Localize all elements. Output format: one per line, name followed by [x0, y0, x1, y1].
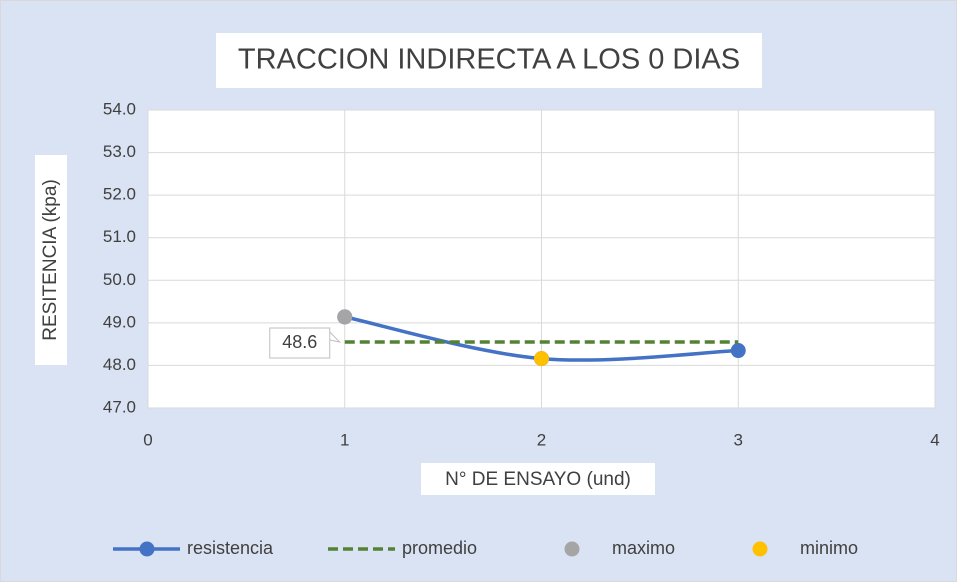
title-box — [216, 33, 762, 88]
y-axis-label: RESITENCIA (kpa) — [40, 179, 61, 341]
label-callout — [329, 331, 342, 343]
marks: 48.6 — [269, 309, 746, 367]
y-tick-label: 51.0 — [103, 227, 136, 246]
legend-label: minimo — [800, 538, 858, 558]
x-tick-label: 0 — [143, 430, 152, 449]
x-tick-label: 1 — [340, 430, 349, 449]
chart-title: TRACCION INDIRECTA A LOS 0 DIAS — [238, 44, 740, 76]
grid: 47.0 48.0 49.0 50.0 51.0 52.0 53.0 54.0 0 1 2 3 4 — [103, 99, 940, 449]
y-tick-label: 54.0 — [103, 99, 136, 118]
y-tick-label: 53.0 — [103, 142, 136, 161]
legend: resistencia promedio maximo minimo — [113, 538, 858, 558]
legend-label: promedio — [402, 538, 477, 558]
y-tick-label: 47.0 — [103, 397, 136, 416]
point — [534, 351, 549, 367]
legend-marker — [752, 541, 768, 557]
legend-label: resistencia — [187, 538, 274, 558]
x-tick-label: 2 — [537, 430, 546, 449]
legend-marker — [139, 541, 155, 557]
y-label-box — [35, 155, 67, 365]
x-axis-label: N° DE ENSAYO (und) — [445, 469, 631, 490]
y-tick-label: 52.0 — [103, 185, 136, 204]
y-tick-label: 49.0 — [103, 312, 136, 331]
legend-label: maximo — [612, 538, 675, 558]
x-tick-label: 3 — [734, 430, 743, 449]
x-tick-label: 4 — [930, 430, 939, 449]
y-tick-label: 48.0 — [103, 355, 136, 374]
x-label-box — [421, 463, 655, 495]
point — [337, 309, 353, 325]
y-tick-label: 50.0 — [103, 270, 136, 289]
point — [730, 343, 746, 359]
data-label-box — [269, 327, 331, 359]
legend-marker — [564, 541, 580, 557]
data-label: 48.6 — [282, 332, 317, 352]
